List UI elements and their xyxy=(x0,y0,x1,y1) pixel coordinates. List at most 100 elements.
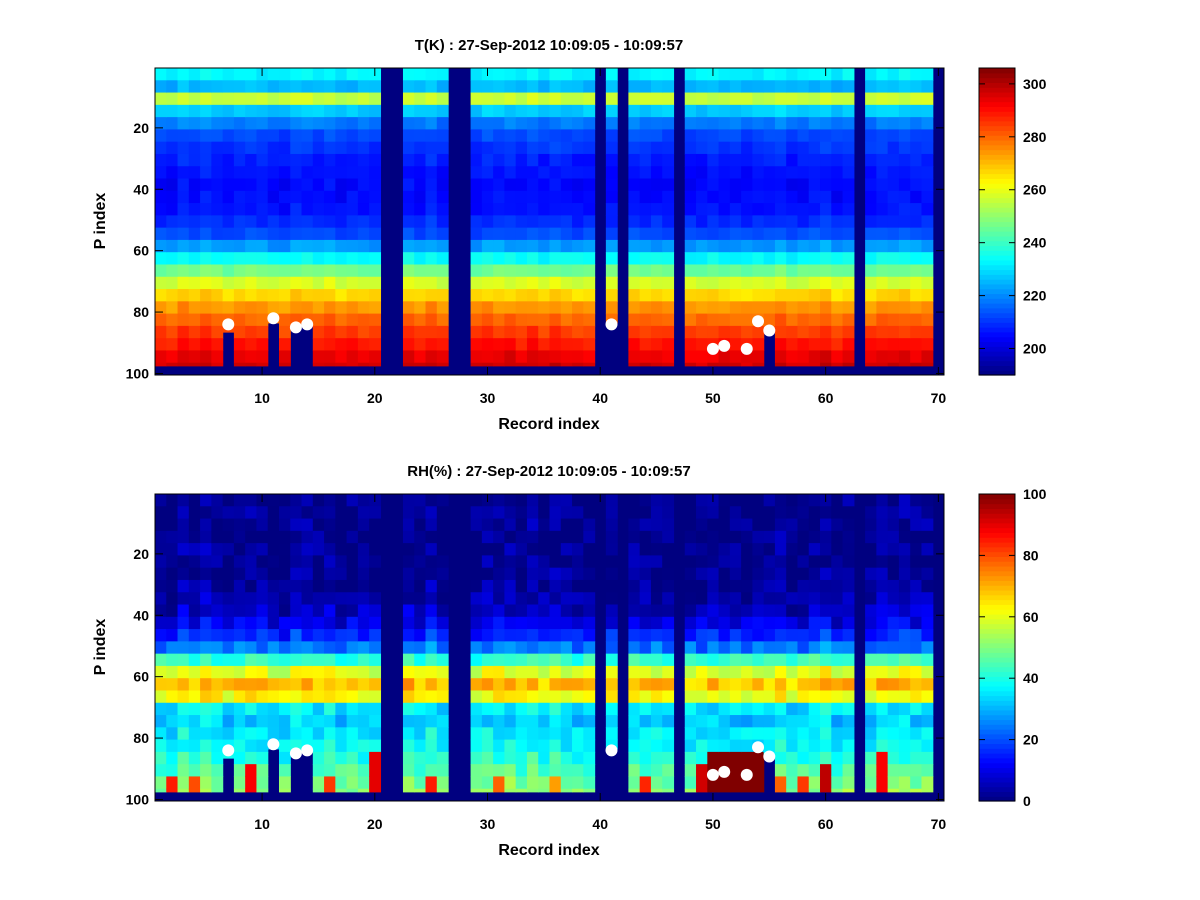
heatmap-cell xyxy=(233,555,246,569)
heatmap-cell xyxy=(876,702,889,716)
heatmap-cell xyxy=(729,543,742,556)
colorbar-segment xyxy=(979,604,1015,610)
heatmap-cell xyxy=(177,543,190,556)
heatmap-cell xyxy=(865,141,877,155)
chart-title: RH(%) : 27-Sep-2012 10:09:05 - 10:09:57 xyxy=(407,463,690,480)
heatmap-cell xyxy=(560,727,573,741)
heatmap-cell xyxy=(324,104,336,118)
heatmap-cell xyxy=(436,141,449,155)
heatmap-cell xyxy=(628,227,641,241)
heatmap-cell xyxy=(729,506,742,520)
heatmap-cell xyxy=(177,68,190,81)
heatmap-cell xyxy=(526,338,539,352)
heatmap-cell xyxy=(290,604,303,618)
heatmap-cell xyxy=(729,190,742,204)
heatmap-cell xyxy=(910,776,923,790)
heatmap-cell xyxy=(560,518,573,532)
heatmap-cell xyxy=(278,727,291,741)
heatmap-cell xyxy=(233,313,246,327)
heatmap-cell xyxy=(910,555,923,569)
heatmap-cell xyxy=(662,301,675,315)
heatmap-cell xyxy=(211,301,224,315)
heatmap-cell xyxy=(808,264,821,278)
heatmap-cell xyxy=(245,592,258,606)
heatmap-cell xyxy=(763,301,776,315)
heatmap-cell xyxy=(256,555,269,569)
heatmap-cell xyxy=(188,764,201,778)
heatmap-cell xyxy=(481,641,494,655)
heatmap-cell xyxy=(301,239,314,253)
heatmap-cell xyxy=(820,178,832,192)
heatmap-cell xyxy=(177,579,190,593)
heatmap-cell xyxy=(188,68,201,81)
heatmap-cell xyxy=(628,276,641,290)
heatmap-cell xyxy=(256,289,269,302)
heatmap-cell xyxy=(245,68,258,81)
heatmap-cell xyxy=(797,104,810,118)
heatmap-cell xyxy=(797,592,810,606)
heatmap-cell xyxy=(650,739,663,753)
heatmap-cell xyxy=(560,776,573,790)
heatmap-cell xyxy=(628,592,641,606)
heatmap-cell xyxy=(200,776,212,790)
heatmap-cell xyxy=(177,215,190,229)
heatmap-cell xyxy=(696,362,708,367)
heatmap-cell xyxy=(245,665,258,679)
heatmap-cell xyxy=(538,739,551,753)
heatmap-cell xyxy=(188,555,201,569)
heatmap-cell xyxy=(696,129,708,143)
heatmap-cell xyxy=(662,289,675,302)
heatmap-cell xyxy=(639,325,652,339)
heatmap-cell xyxy=(256,739,269,753)
heatmap xyxy=(155,68,944,375)
heatmap-cell xyxy=(369,215,382,229)
heatmap-cell xyxy=(515,264,528,278)
heatmap-cell xyxy=(741,641,753,655)
heatmap-cell xyxy=(865,727,877,741)
heatmap-cell xyxy=(842,338,855,352)
heatmap-cell xyxy=(662,239,675,253)
heatmap-cell xyxy=(774,215,787,229)
heatmap-cell xyxy=(211,629,224,642)
heatmap-cell xyxy=(211,641,224,655)
heatmap-cell xyxy=(921,506,934,520)
heatmap-cell xyxy=(662,276,675,290)
heatmap-cell xyxy=(572,313,584,327)
heatmap-cell xyxy=(605,166,618,180)
x-tick-label: 70 xyxy=(931,390,947,406)
heatmap-cell xyxy=(797,727,810,741)
heatmap-cell xyxy=(245,104,258,118)
heatmap-cell xyxy=(346,776,359,790)
heatmap-cell xyxy=(786,92,799,106)
heatmap-cell xyxy=(876,325,889,339)
heatmap-cell xyxy=(752,727,765,741)
colorbar-segment xyxy=(979,551,1015,557)
heatmap-cell xyxy=(155,252,167,266)
heatmap-cell xyxy=(538,518,551,532)
heatmap-cell xyxy=(583,276,596,290)
heatmap-cell xyxy=(526,616,539,630)
heatmap-cell xyxy=(650,678,663,692)
heatmap-cell xyxy=(155,702,167,716)
heatmap-cell xyxy=(481,141,494,155)
heatmap-cell xyxy=(786,190,799,204)
heatmap-cell xyxy=(346,702,359,716)
heatmap-cell xyxy=(425,616,438,630)
heatmap-cell xyxy=(481,616,494,630)
heatmap-cell xyxy=(876,129,889,143)
data-marker xyxy=(267,312,280,325)
heatmap-cell xyxy=(357,764,370,778)
heatmap-cell xyxy=(605,702,618,716)
heatmap-cell xyxy=(639,592,652,606)
heatmap-cell xyxy=(436,350,449,364)
heatmap-cell xyxy=(312,92,325,106)
heatmap-cell xyxy=(797,117,810,130)
heatmap-cell xyxy=(628,313,641,327)
heatmap-cell xyxy=(752,506,765,520)
heatmap-cell xyxy=(312,727,325,741)
heatmap-cell xyxy=(650,153,663,167)
heatmap-cell xyxy=(166,653,179,667)
heatmap-cell xyxy=(763,80,776,94)
heatmap-cell xyxy=(425,80,438,94)
heatmap-cell xyxy=(639,665,652,679)
